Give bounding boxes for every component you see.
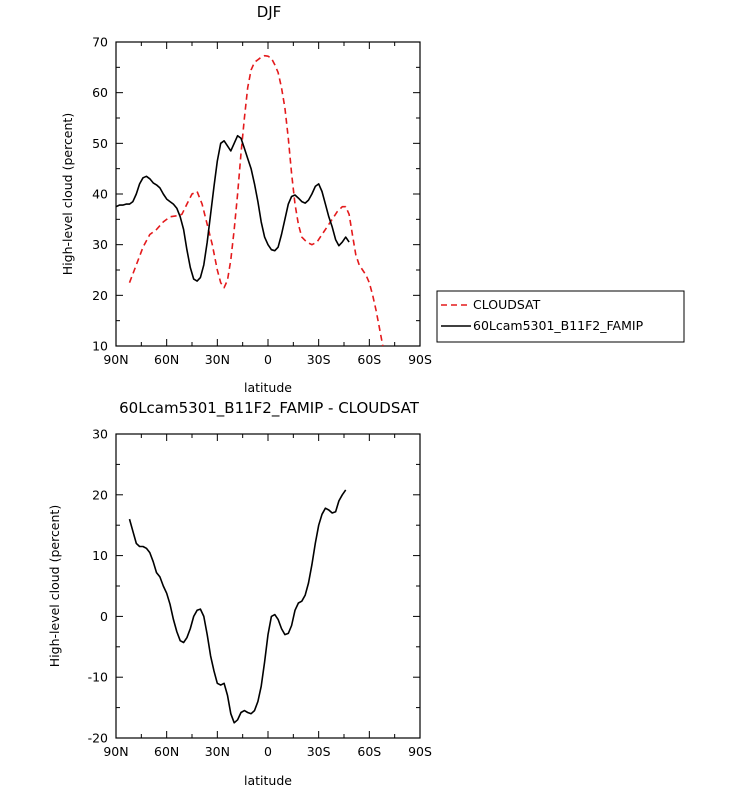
chart1-y-tick-label: 30 xyxy=(92,237,108,252)
chart1-x-tick-label: 30S xyxy=(307,352,331,367)
chart2-x-tick-label: 60S xyxy=(357,744,381,759)
chart1-title: DJF xyxy=(257,3,282,21)
chart2-y-tick-label: 0 xyxy=(100,609,108,624)
chart1-x-axis: 90N 60N 30N 0 30S 60S 90S xyxy=(103,42,432,367)
chart2-y-tick-label: -20 xyxy=(88,731,108,746)
chart1-series-group xyxy=(115,54,384,347)
chart1-x-axis-title: latitude xyxy=(244,380,292,395)
chart2-y-tick-label: 30 xyxy=(92,427,108,442)
top-chart: DJF 90N 60N 30N 0 30S 60S 90S 10 20 30 40 50 60 70 l… xyxy=(60,3,685,395)
chart2-y-tick-label: -10 xyxy=(88,670,108,685)
chart2-x-tick-label: 30N xyxy=(205,744,230,759)
chart2-frame xyxy=(115,433,421,739)
chart2-x-tick-label: 0 xyxy=(264,744,272,759)
legend-label-model: 60Lcam5301_B11F2_FAMIP xyxy=(473,318,644,333)
chart1-y-axis: 10 20 30 40 50 60 70 xyxy=(92,35,420,354)
chart2-x-axis: 90N 60N 30N 0 30S 60S 90S xyxy=(103,434,432,759)
chart2-x-tick-label: 30S xyxy=(307,744,331,759)
chart1-y-tick-label: 20 xyxy=(92,288,108,303)
chart1-x-tick-label: 60S xyxy=(357,352,381,367)
chart2-series-group xyxy=(128,489,347,724)
chart1-y-tick-label: 50 xyxy=(92,136,108,151)
chart1-x-tick-label: 90N xyxy=(103,352,128,367)
chart2-y-axis: -20 -10 0 10 20 30 xyxy=(88,427,420,746)
bottom-chart: 60Lcam5301_B11F2_FAMIP - CLOUDSAT 90N 60N… xyxy=(47,399,432,788)
chart1-y-axis-title: High-level cloud (percent) xyxy=(60,113,75,275)
chart1-x-tick-label: 30N xyxy=(205,352,230,367)
chart1-legend: CLOUDSAT 60Lcam5301_B11F2_FAMIP xyxy=(436,290,685,343)
chart1-series-line-2 xyxy=(115,134,350,282)
chart1-y-tick-label: 40 xyxy=(92,187,108,202)
chart1-x-tick-label: 60N xyxy=(154,352,179,367)
chart2-x-tick-label: 90S xyxy=(408,744,432,759)
legend-box xyxy=(436,290,685,343)
chart2-title: 60Lcam5301_B11F2_FAMIP - CLOUDSAT xyxy=(119,399,420,418)
chart1-y-tick-label: 60 xyxy=(92,85,108,100)
chart2-y-tick-label: 20 xyxy=(92,487,108,502)
chart1-x-tick-label: 90S xyxy=(408,352,432,367)
chart2-y-tick-label: 10 xyxy=(92,548,108,563)
chart2-x-tick-label: 90N xyxy=(103,744,128,759)
chart2-x-tick-label: 60N xyxy=(154,744,179,759)
chart1-x-tick-label: 0 xyxy=(264,352,272,367)
legend-label-cloudsat: CLOUDSAT xyxy=(473,297,541,312)
chart2-series-line-1 xyxy=(128,489,347,724)
chart1-y-tick-label: 70 xyxy=(92,35,108,50)
chart2-y-axis-title: High-level cloud (percent) xyxy=(47,505,62,667)
chart1-y-tick-label: 10 xyxy=(92,339,108,354)
chart1-series-line-1 xyxy=(128,54,384,347)
chart2-x-axis-title: latitude xyxy=(244,773,292,788)
